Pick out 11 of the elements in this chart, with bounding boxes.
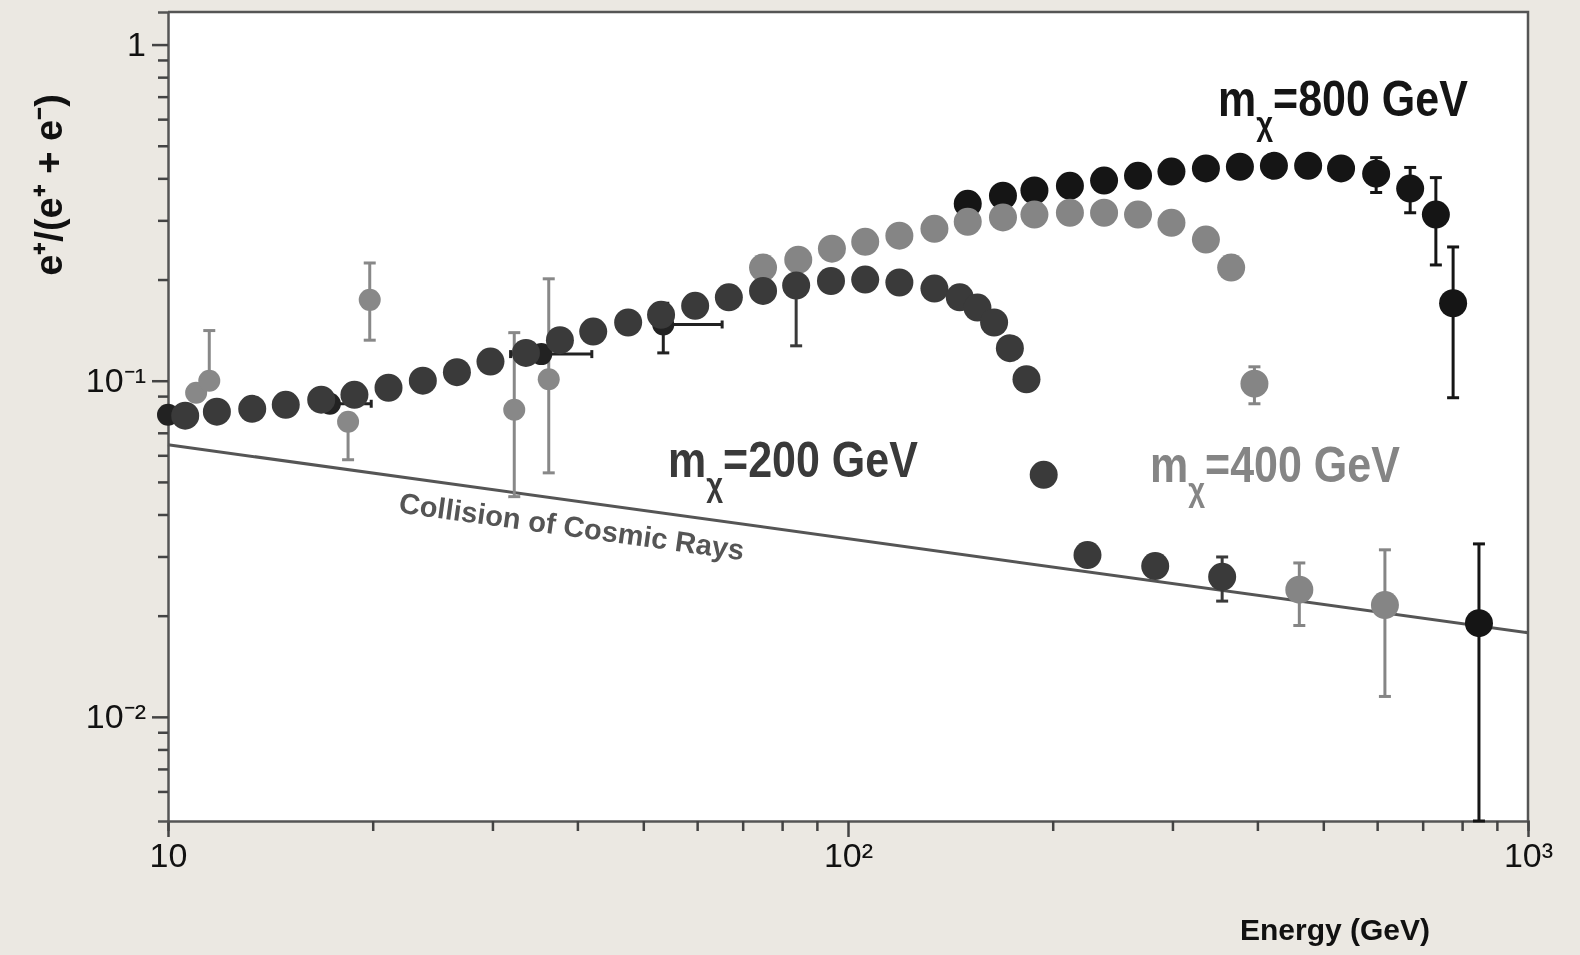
x-tick-label: 10³ bbox=[1503, 836, 1554, 875]
x-tick-label: 10 bbox=[149, 836, 188, 875]
series-label: m$_{χ}$=800 GeV bbox=[1218, 70, 1468, 143]
y-axis-title: e⁺/(e⁺ + e⁻) bbox=[28, 94, 70, 276]
series-label: m$_{χ}$=400 GeV bbox=[1150, 436, 1400, 509]
y-tick-label: 10⁻¹ bbox=[85, 361, 146, 400]
x-tick-label: 10² bbox=[823, 836, 874, 875]
y-tick-label: 1 bbox=[127, 24, 146, 63]
y-tick-label: 10⁻² bbox=[85, 697, 146, 736]
text: m$_{χ}$=200 GeV bbox=[668, 431, 918, 504]
x-axis-title: Energy (GeV) bbox=[1239, 913, 1431, 946]
